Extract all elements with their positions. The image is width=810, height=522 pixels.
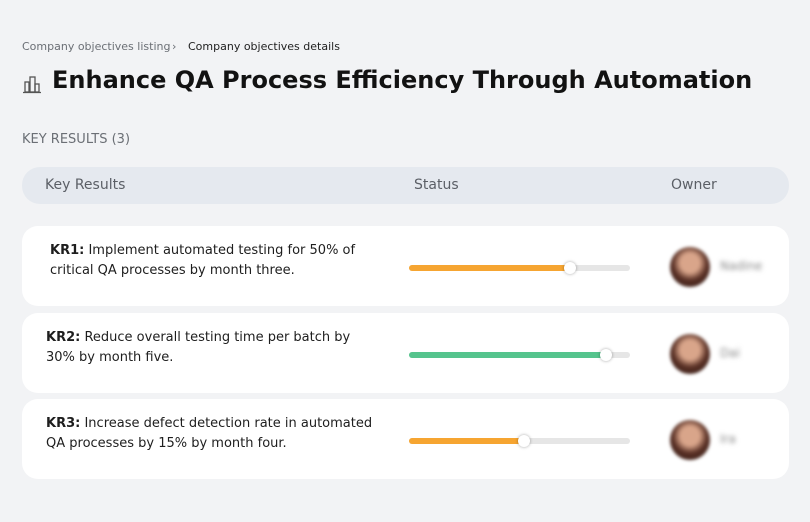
column-header: Owner — [671, 177, 717, 193]
breadcrumb-current: Company objectives details — [188, 40, 340, 53]
owner-name: Ira — [720, 432, 736, 446]
owner-name: Dai — [720, 346, 740, 360]
breadcrumb-parent[interactable]: Company objectives listing — [22, 40, 171, 53]
owner-avatar — [670, 420, 710, 460]
key-result-description: Reduce overall testing time per batch by… — [46, 330, 351, 365]
column-header: Key Results — [45, 177, 126, 193]
key-result-row — [22, 226, 789, 306]
key-result-id: KR2: — [46, 330, 81, 345]
owner-avatar — [670, 247, 710, 287]
progress-track — [409, 435, 630, 447]
progress-track — [409, 262, 630, 274]
key-result-row — [22, 313, 789, 393]
key-result-description: Increase defect detection rate in automa… — [46, 416, 373, 451]
key-result-text: KR2: Reduce overall testing time per bat… — [46, 328, 376, 368]
title-icon — [23, 76, 41, 94]
key-result-description: Implement automated testing for 50% of c… — [50, 243, 356, 278]
key-result-text: KR3: Increase defect detection rate in a… — [46, 414, 376, 454]
progress-bar — [409, 352, 606, 358]
key-result-row — [22, 399, 789, 479]
progress-knob — [564, 262, 577, 274]
progress-track — [409, 349, 630, 361]
progress-bar — [409, 438, 524, 444]
key-result-id: KR1: — [50, 243, 85, 258]
column-header: Status — [414, 177, 459, 193]
progress-knob — [599, 349, 612, 361]
owner-name: Nadine — [720, 259, 763, 273]
table-header — [22, 167, 789, 204]
page-title: Enhance QA Process Efficiency Through Au… — [52, 66, 753, 94]
key-result-id: KR3: — [46, 416, 81, 431]
section-label: KEY RESULTS (3) — [22, 132, 131, 147]
progress-knob — [517, 435, 530, 447]
key-result-text: KR1: Implement automated testing for 50%… — [50, 241, 380, 281]
breadcrumb-separator: › — [172, 40, 177, 53]
owner-avatar — [670, 334, 710, 374]
progress-bar — [409, 265, 571, 271]
